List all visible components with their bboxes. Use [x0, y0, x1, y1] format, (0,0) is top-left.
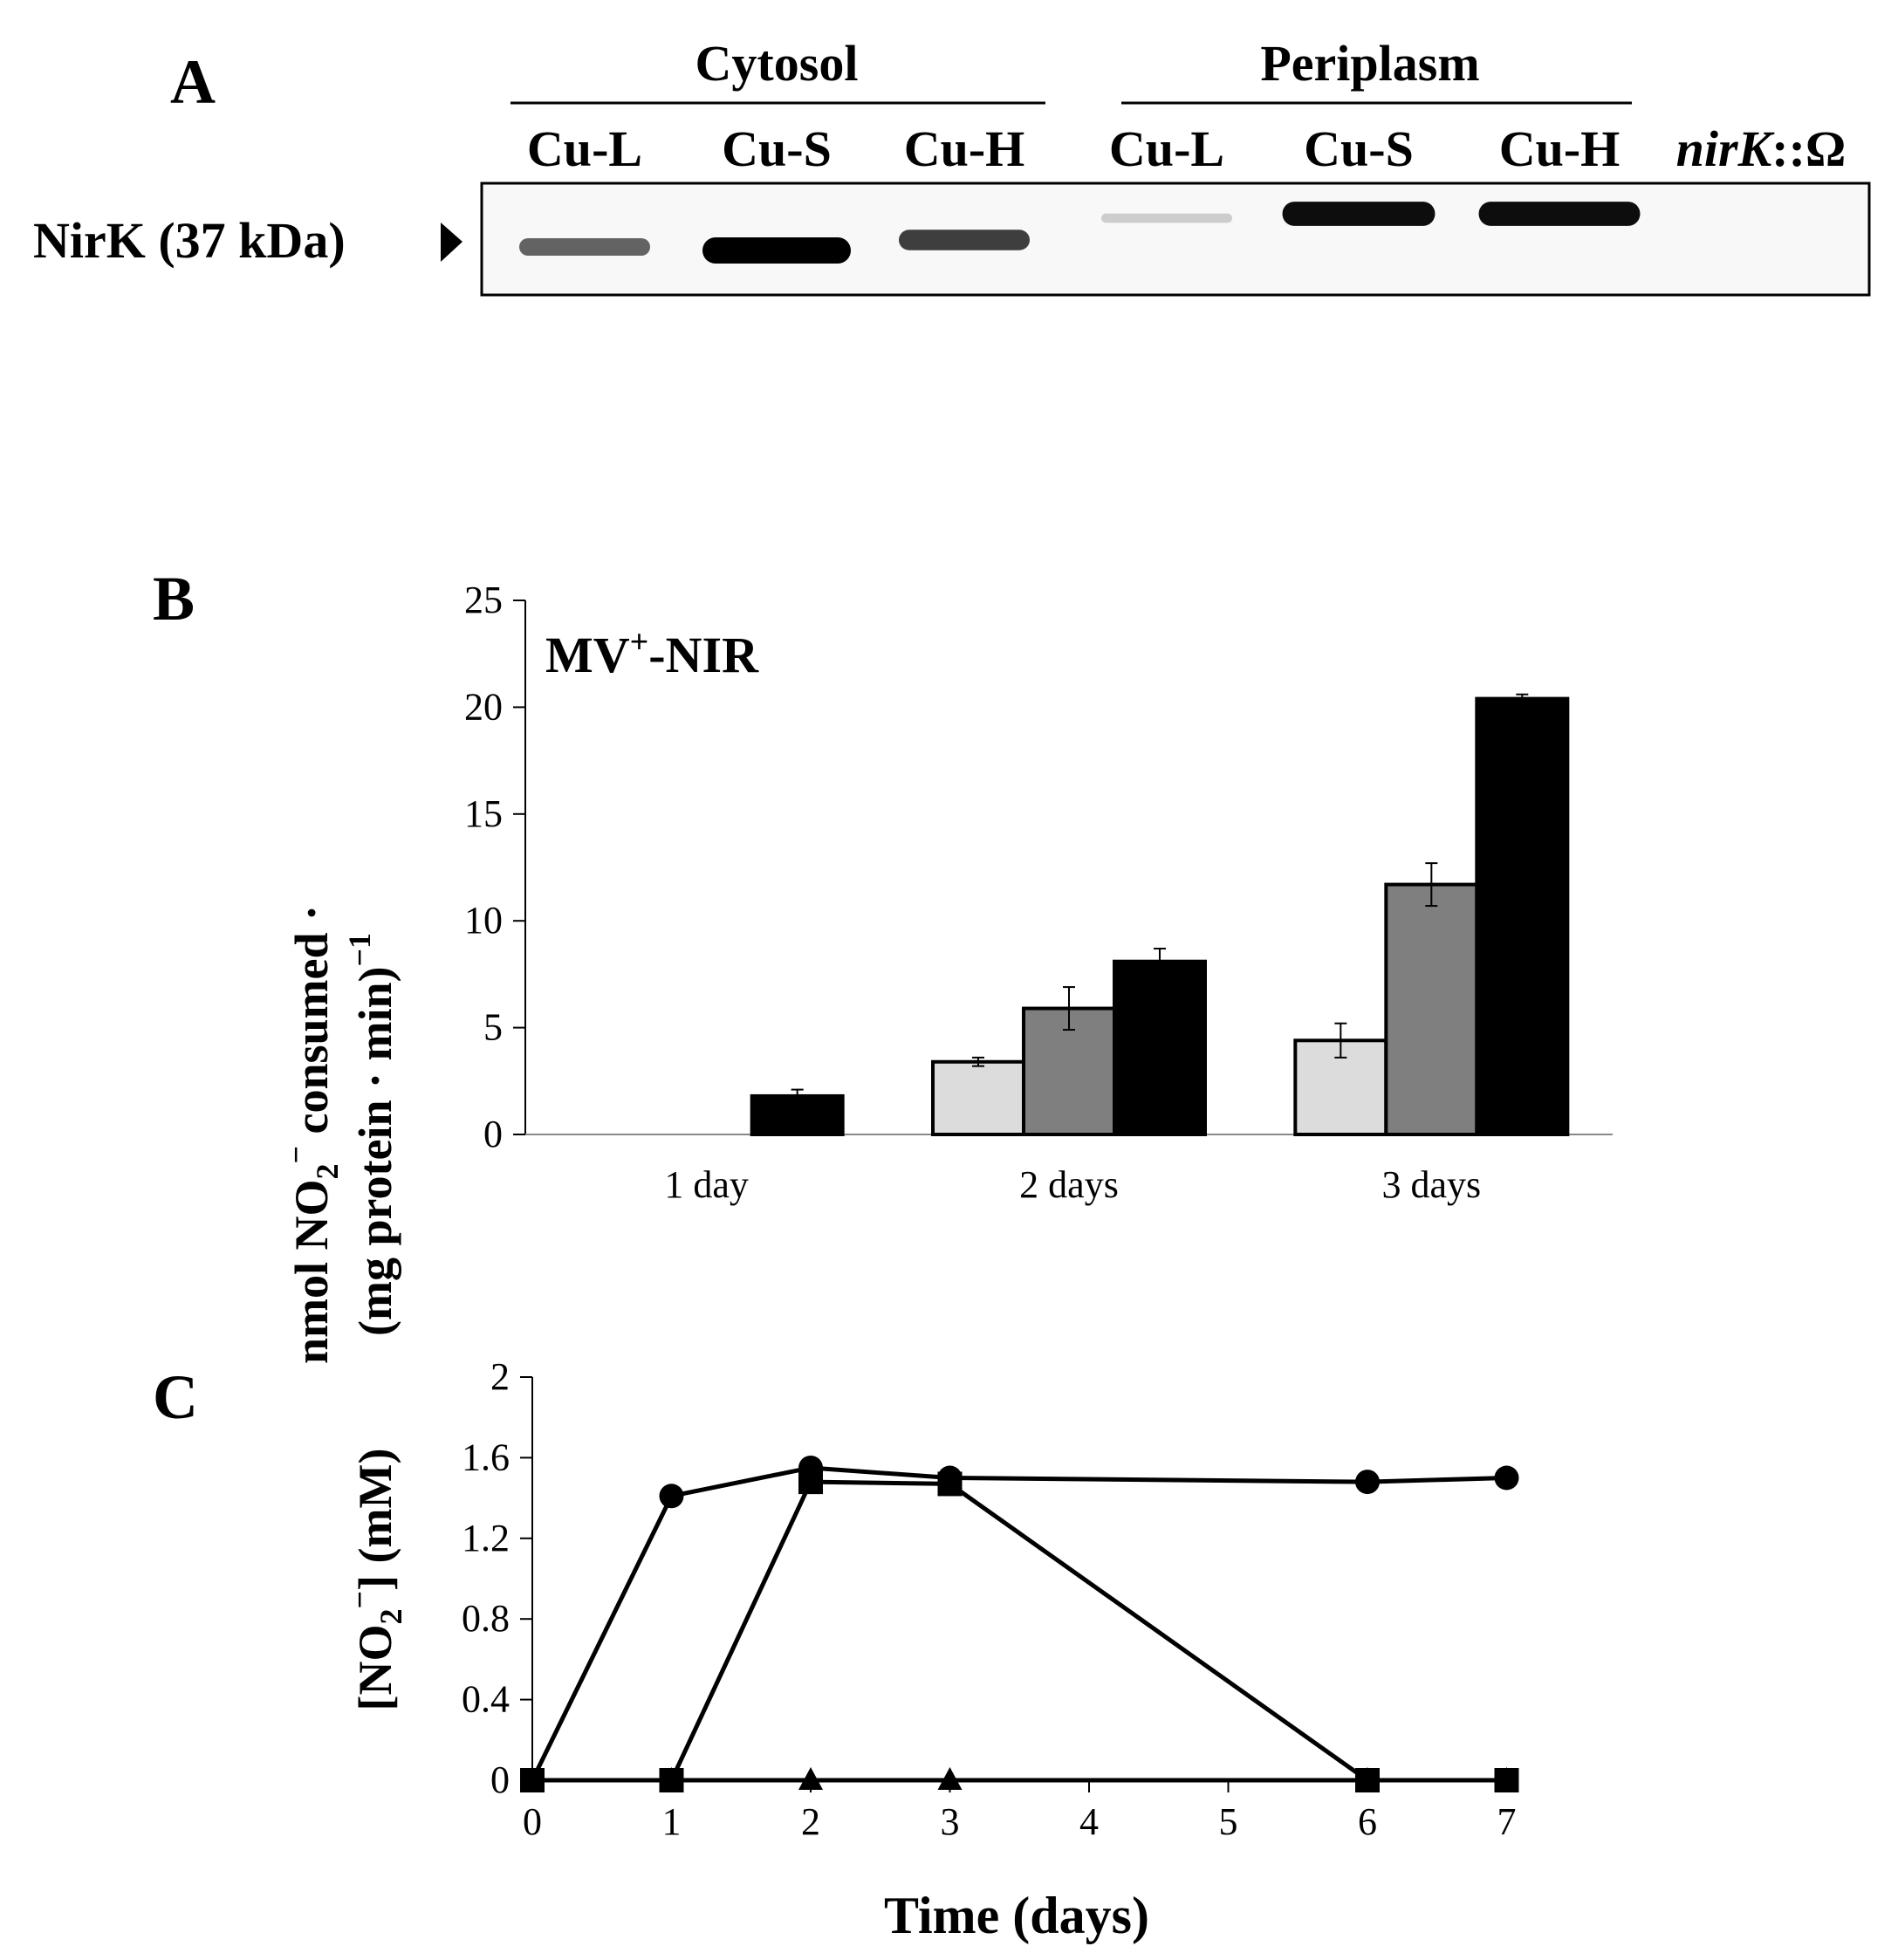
panel-b-x-tick-label: 1 day — [664, 1163, 749, 1206]
blot-band-1 — [702, 237, 851, 264]
group-label-cytosol: Cytosol — [695, 35, 859, 92]
blot-band-4 — [1282, 202, 1435, 226]
panel-c-letter: C — [153, 1362, 198, 1432]
panel-c-marker-triangle — [659, 1767, 684, 1790]
panel-c-ylabel: [NO2−] (mM) — [342, 1449, 408, 1711]
panel-c: C [NO2−] (mM) 00.40.81.21.620 1 2 3 4 5 6 7 Tim… — [153, 1355, 1519, 1944]
panel-c-x-tick-label: 6 — [1358, 1800, 1377, 1843]
panel-c-marker-triangle — [937, 1767, 963, 1790]
panel-c-ylabel-a: [NO — [349, 1624, 401, 1710]
panel-b-annotation-sup: + — [630, 624, 649, 661]
panel-a-letter: A — [170, 47, 216, 117]
lane-label-nirk-omega: ::Ω — [1771, 120, 1846, 177]
panel-c-xlabel: Time (days) — [884, 1887, 1149, 1944]
lane-label-nirk-mutant: nirK::Ω — [1676, 120, 1847, 177]
panel-b-letter: B — [153, 564, 195, 634]
lane-label-cytosol-cu-s: Cu-S — [722, 120, 832, 177]
blot-frame — [480, 182, 1871, 297]
lane-label-nirk-italic: nirK — [1676, 120, 1775, 177]
lane-label-cytosol-cu-l: Cu-L — [527, 120, 642, 177]
panel-c-ylabel-b: ] (mM) — [349, 1449, 401, 1591]
blot-band-2 — [899, 230, 1030, 250]
panel-c-marker-square — [798, 1470, 823, 1495]
panel-b: B nmol NO2− consumed · (mg protein · min… — [153, 564, 1613, 1364]
panel-c-ylabel-sub: 2 — [373, 1608, 408, 1624]
panel-b-ylabel-line1: nmol NO2− consumed · — [278, 905, 345, 1364]
panel-c-marker-triangle — [798, 1767, 823, 1790]
panel-b-ylabel-line2-sup: −1 — [342, 933, 377, 967]
panel-b-ylabel-line1-sup: − — [278, 1146, 313, 1164]
panel-c-y-tick-label: 0 — [490, 1758, 510, 1801]
panel-c-series — [520, 1455, 1519, 1792]
panel-c-x-tick-label: 3 — [941, 1800, 960, 1843]
panel-c-y-tick-label: 1.2 — [462, 1517, 510, 1559]
panel-c-line-square — [532, 1479, 1507, 1783]
blot-band-5 — [1478, 202, 1641, 226]
panel-b-bar — [1475, 696, 1570, 1136]
panel-b-annotation: MV+-NIR — [545, 624, 759, 683]
panel-b-ylabel-line1-b: consumed · — [285, 905, 338, 1146]
panel-c-marker-triangle — [1355, 1767, 1380, 1790]
panel-b-bar — [1113, 959, 1207, 1137]
panel-c-y-tick-label: 2 — [490, 1355, 510, 1398]
lane-label-periplasm-cu-s: Cu-S — [1304, 120, 1414, 177]
panel-c-x-tick-label: 5 — [1219, 1800, 1238, 1843]
panel-c-y-tick-label: 0.4 — [462, 1678, 510, 1721]
panel-b-ylabel-line2: (mg protein · min)−1 — [342, 933, 401, 1336]
panel-c-axes: 0 0.4 0.8 1.2 1.6 2 0 1 2 3 4 5 6 7 — [462, 1355, 1517, 1843]
panel-b-x-tick-label: 2 days — [1019, 1163, 1119, 1206]
panel-b-y-tick-label: 25 — [464, 579, 503, 621]
panel-b-bars — [750, 693, 1570, 1137]
lane-label-cytosol-cu-h: Cu-H — [904, 120, 1025, 177]
panel-b-y-tick-label: 20 — [464, 685, 503, 728]
panel-b-ylabel-line1-a: nmol NO — [285, 1180, 338, 1365]
panel-c-x-tick-label: 0 — [523, 1800, 542, 1843]
panel-b-ylabel-line2-a: (mg protein · min) — [349, 967, 401, 1336]
panel-b-annotation-rest: -NIR — [648, 627, 759, 683]
panel-b-bar — [931, 1059, 1025, 1136]
blot-band-3 — [1101, 213, 1232, 223]
panel-a: A Cytosol Periplasm Cu-L Cu-S Cu-H Cu-L … — [33, 35, 1871, 297]
panel-b-y-tick-label: 5 — [483, 1006, 503, 1049]
blot-band-0 — [519, 237, 650, 257]
panel-c-ylabel-sup: − — [342, 1591, 377, 1609]
panel-c-marker-triangle — [520, 1767, 545, 1790]
panel-b-annotation-main: MV — [545, 627, 630, 683]
panel-c-marker-circle — [1355, 1470, 1380, 1495]
panel-c-x-tick-label: 1 — [662, 1800, 682, 1843]
panel-b-x-tick-label: 3 days — [1382, 1163, 1482, 1206]
panel-b-bar — [1384, 882, 1479, 1136]
group-label-periplasm: Periplasm — [1260, 35, 1479, 92]
lane-label-periplasm-cu-h: Cu-H — [1499, 120, 1620, 177]
panel-c-y-tick-label: 0.8 — [462, 1597, 510, 1640]
panel-b-y-tick-label: 10 — [464, 899, 503, 942]
blot-bands — [519, 202, 1641, 264]
panel-c-marker-square — [937, 1471, 963, 1497]
panel-b-y-tick-label: 0 — [483, 1113, 503, 1155]
panel-c-line-circle — [530, 1465, 1507, 1782]
panel-c-marker-triangle — [1494, 1767, 1519, 1790]
panel-c-marker-circle — [659, 1484, 684, 1509]
panel-c-x-tick-label: 4 — [1079, 1800, 1099, 1843]
panel-b-ylabel-line1-sub: 2 — [310, 1164, 345, 1180]
panel-c-y-tick-label: 1.6 — [462, 1436, 510, 1478]
panel-c-x-tick-label: 7 — [1497, 1800, 1517, 1843]
panel-c-marker-circle — [1494, 1465, 1519, 1491]
lane-label-periplasm-cu-l: Cu-L — [1109, 120, 1224, 177]
panel-b-y-tick-label: 15 — [464, 792, 503, 835]
panel-c-x-tick-label: 2 — [801, 1800, 820, 1843]
band-arrowhead-icon — [441, 223, 463, 262]
band-label: NirK (37 kDa) — [33, 212, 346, 269]
